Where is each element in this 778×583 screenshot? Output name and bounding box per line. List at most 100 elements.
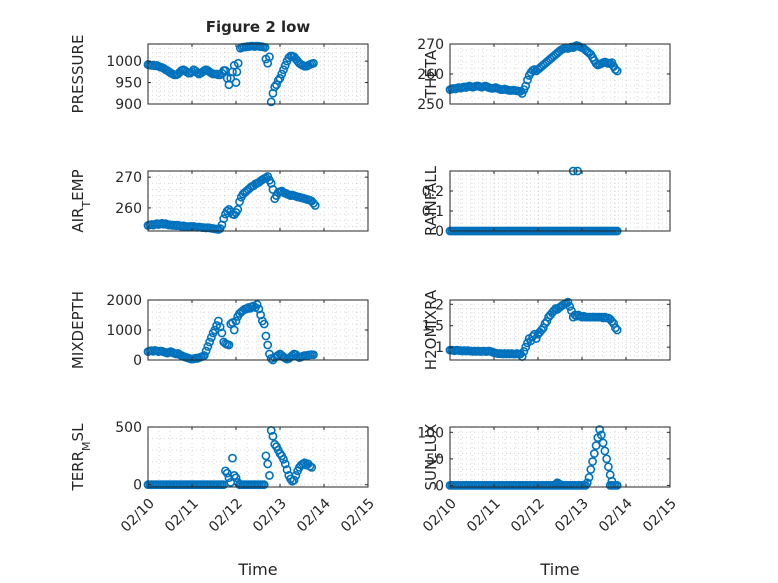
tick-marks bbox=[449, 171, 671, 232]
tick-marks bbox=[147, 44, 369, 105]
data-point bbox=[589, 449, 599, 458]
data-point bbox=[280, 61, 290, 70]
y-tick-label: 2 bbox=[435, 297, 444, 313]
data-point bbox=[259, 319, 269, 329]
x-axis-label: Time bbox=[539, 560, 579, 579]
data-point bbox=[232, 67, 242, 77]
y-tick-label: 900 bbox=[115, 97, 142, 113]
data-point bbox=[265, 52, 274, 62]
tick-marks bbox=[449, 43, 671, 105]
y-axis-label: AIRTEMP bbox=[69, 169, 93, 232]
data-point bbox=[537, 325, 546, 335]
data-point bbox=[217, 328, 227, 338]
data-point bbox=[265, 471, 274, 480]
data-point bbox=[519, 347, 529, 356]
x-tick-label: 02/14 bbox=[596, 496, 636, 536]
y-axis-label: RAINFALL bbox=[422, 165, 440, 236]
x-tick-label: 02/10 bbox=[420, 496, 460, 536]
y-tick-label: 260 bbox=[115, 201, 142, 217]
data-point bbox=[266, 354, 276, 363]
y-tick-label: 0 bbox=[435, 224, 444, 240]
data-point bbox=[229, 471, 239, 480]
y-tick-label: 2000 bbox=[106, 293, 142, 309]
data-point bbox=[563, 297, 573, 307]
x-tick-label: 02/13 bbox=[250, 496, 290, 536]
y-tick-label: 1.5 bbox=[422, 319, 444, 335]
data-point bbox=[523, 75, 532, 85]
series-h2omixra bbox=[445, 297, 622, 361]
y-axis-label: MIXDEPTH bbox=[69, 291, 87, 369]
y-tick-label: 1000 bbox=[106, 323, 142, 339]
y-tick-label: 0.1 bbox=[422, 204, 444, 220]
data-point bbox=[607, 476, 617, 486]
data-point bbox=[596, 430, 606, 440]
data-point bbox=[526, 336, 536, 346]
data-point bbox=[565, 302, 575, 311]
data-point bbox=[280, 459, 290, 469]
data-point bbox=[224, 340, 234, 350]
data-point bbox=[221, 466, 230, 476]
y-axis-label: TERRMSL bbox=[69, 423, 93, 492]
x-axis-label: Time bbox=[237, 560, 277, 579]
data-point bbox=[291, 471, 301, 480]
data-point bbox=[261, 331, 271, 341]
axes-box bbox=[147, 43, 369, 105]
tick-marks bbox=[147, 426, 369, 487]
data-point bbox=[273, 76, 283, 85]
plot-area bbox=[450, 427, 670, 487]
data-point bbox=[231, 316, 241, 326]
data-point bbox=[598, 438, 608, 448]
series-terrmsl bbox=[143, 426, 317, 490]
plot-area bbox=[450, 171, 670, 231]
data-point bbox=[586, 465, 596, 474]
data-point bbox=[228, 453, 237, 463]
data-point bbox=[600, 446, 610, 456]
data-point bbox=[282, 465, 292, 475]
data-point bbox=[275, 73, 285, 83]
data-point bbox=[277, 69, 287, 79]
data-point bbox=[233, 58, 243, 68]
y-tick-label: 260 bbox=[417, 67, 444, 83]
y-tick-label: 100 bbox=[417, 425, 444, 441]
y-axis-label: THETA bbox=[422, 49, 440, 99]
y-tick-label: 270 bbox=[417, 37, 444, 53]
x-tick-label: 02/13 bbox=[552, 496, 592, 536]
axes-box bbox=[449, 170, 671, 232]
data-point bbox=[556, 480, 566, 490]
plot-area bbox=[148, 427, 368, 487]
data-point bbox=[521, 342, 531, 352]
data-point bbox=[229, 325, 239, 335]
data-point bbox=[530, 329, 539, 339]
axes-box bbox=[449, 426, 671, 488]
data-point bbox=[263, 340, 273, 350]
axes-terrmsl: 0 500 02/10 02/11 02/12 02/13 02/14 02/15 Time TE… bbox=[69, 420, 378, 579]
data-point bbox=[261, 451, 271, 461]
series-theta bbox=[445, 41, 622, 98]
x-tick-label: 02/10 bbox=[118, 496, 158, 536]
y-tick-label: 0 bbox=[133, 478, 142, 494]
data-point bbox=[266, 97, 276, 107]
axes-box bbox=[147, 170, 369, 232]
data-point bbox=[612, 325, 622, 335]
x-tick-label: 02/12 bbox=[206, 496, 246, 536]
series-mixdepth bbox=[143, 300, 318, 365]
data-point bbox=[252, 300, 262, 309]
data-point bbox=[611, 323, 620, 333]
data-point bbox=[309, 198, 318, 208]
data-point bbox=[263, 459, 273, 469]
tick-marks bbox=[449, 427, 671, 487]
axes-airtemp: 260 270 AIRTEMP bbox=[69, 169, 369, 234]
data-point bbox=[199, 351, 209, 360]
data-point bbox=[604, 462, 613, 472]
data-point bbox=[219, 214, 229, 224]
tick-marks bbox=[147, 171, 369, 231]
data-point bbox=[309, 58, 318, 68]
data-point bbox=[307, 462, 317, 472]
data-point bbox=[582, 478, 592, 488]
y-tick-label: 1 bbox=[435, 340, 444, 356]
data-point bbox=[609, 319, 619, 328]
data-point bbox=[203, 342, 213, 351]
y-tick-label: 950 bbox=[115, 76, 142, 92]
